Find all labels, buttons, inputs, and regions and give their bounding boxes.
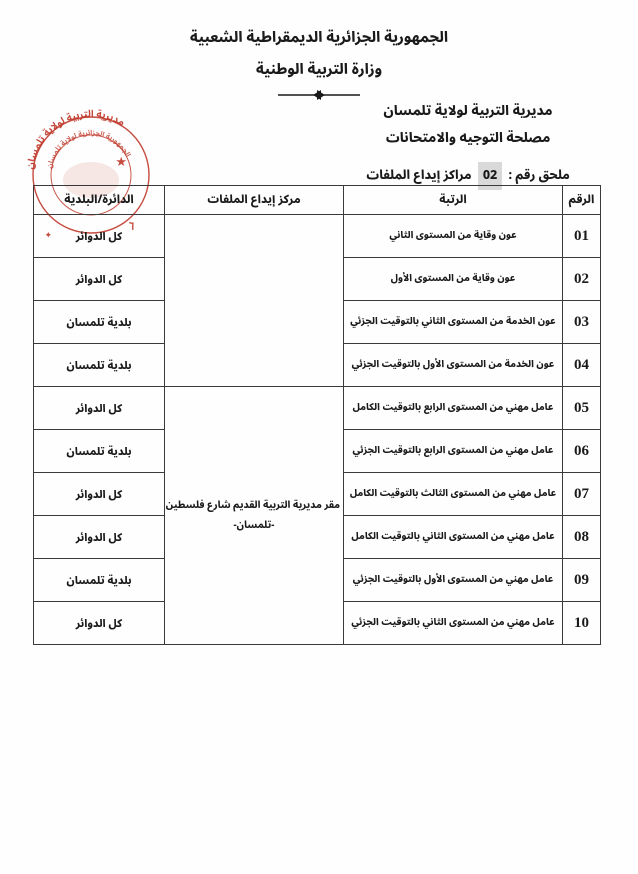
svg-text:★: ★ [115,148,127,176]
